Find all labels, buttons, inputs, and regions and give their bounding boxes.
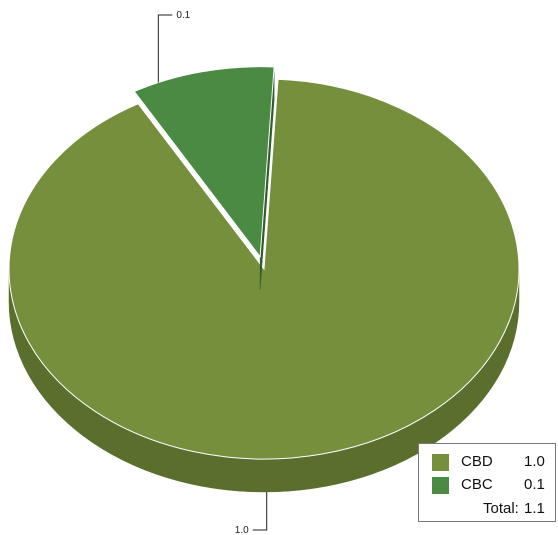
- legend-total-row: Total: 1.1: [419, 498, 557, 520]
- leader-line-cbd: [252, 491, 268, 531]
- legend-label-cbc: CBC: [461, 476, 493, 493]
- legend-item-cbc: CBC 0.1: [419, 474, 557, 496]
- slice-cbc: [133, 66, 275, 290]
- legend: CBD 1.0 CBC 0.1 Total: 1.1: [418, 443, 556, 522]
- legend-swatch-cbc: [432, 477, 449, 494]
- data-label-cbc: 0.1: [176, 10, 190, 21]
- legend-total-label: Total:: [483, 500, 519, 517]
- slice-top-cbc: [133, 66, 275, 259]
- legend-total-value: 1.1: [524, 500, 545, 517]
- legend-value-cbc: 0.1: [524, 476, 545, 493]
- data-label-cbd: 1.0: [235, 525, 249, 535]
- legend-value-cbd: 1.0: [524, 453, 545, 470]
- legend-swatch-cbd: [432, 454, 449, 471]
- slice-cbd: [8, 78, 520, 493]
- legend-item-cbd: CBD 1.0: [419, 451, 557, 473]
- leader-line-cbc: [157, 14, 173, 83]
- slice-top-cbd: [8, 78, 520, 460]
- legend-label-cbd: CBD: [461, 453, 493, 470]
